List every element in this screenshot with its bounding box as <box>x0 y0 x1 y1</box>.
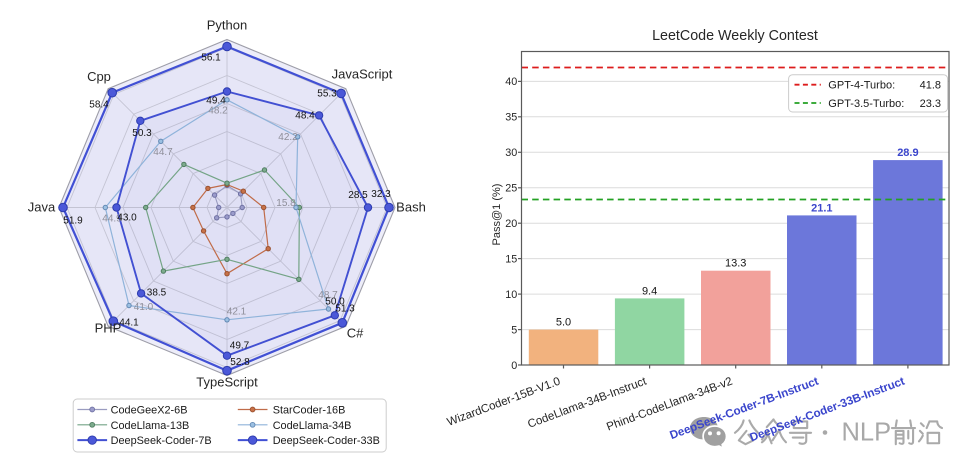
svg-text:5: 5 <box>511 324 517 336</box>
svg-text:21.1: 21.1 <box>811 202 832 214</box>
svg-text:48.2: 48.2 <box>208 106 228 117</box>
svg-text:15.8: 15.8 <box>276 198 296 209</box>
svg-text:NLP: NLP <box>842 419 892 447</box>
svg-text:GPT-4-Turbo:: GPT-4-Turbo: <box>828 80 895 92</box>
svg-text:55.3: 55.3 <box>317 89 337 100</box>
svg-text:35: 35 <box>505 112 517 124</box>
svg-text:5.0: 5.0 <box>556 317 571 329</box>
svg-text:50.0: 50.0 <box>325 297 345 308</box>
svg-text:58.4: 58.4 <box>89 100 109 111</box>
svg-text:23.3: 23.3 <box>920 98 941 110</box>
svg-text:50.3: 50.3 <box>132 128 152 139</box>
svg-text:56.1: 56.1 <box>201 53 221 64</box>
svg-text:41.0: 41.0 <box>134 302 154 313</box>
svg-text:Cpp: Cpp <box>87 69 111 84</box>
svg-text:25: 25 <box>505 183 517 195</box>
svg-text:28.5: 28.5 <box>348 190 368 201</box>
svg-text:48.4: 48.4 <box>295 111 315 122</box>
svg-text:LeetCode Weekly Contest: LeetCode Weekly Contest <box>652 28 818 44</box>
svg-text:51.9: 51.9 <box>63 216 83 227</box>
svg-text:13.3: 13.3 <box>725 258 746 270</box>
svg-text:PHP: PHP <box>95 321 122 336</box>
svg-text:20: 20 <box>505 218 517 230</box>
svg-text:Bash: Bash <box>396 200 426 215</box>
svg-text:48.7: 48.7 <box>318 290 338 301</box>
svg-text:DeepSeek-Coder-33B: DeepSeek-Coder-33B <box>273 435 380 447</box>
svg-text:44.7: 44.7 <box>153 147 173 158</box>
svg-text:C#: C# <box>347 326 364 341</box>
svg-text:40: 40 <box>505 76 517 88</box>
svg-text:52.8: 52.8 <box>230 357 250 368</box>
svg-text:9.4: 9.4 <box>642 285 657 297</box>
svg-text:CodeLlama-13B: CodeLlama-13B <box>111 420 190 432</box>
svg-text:Python: Python <box>207 18 247 33</box>
svg-text:10: 10 <box>505 289 517 301</box>
svg-text:43.0: 43.0 <box>117 213 137 224</box>
svg-text:44.9: 44.9 <box>102 214 122 225</box>
svg-text:15: 15 <box>505 253 517 265</box>
svg-text:41.8: 41.8 <box>920 80 941 92</box>
svg-text:CodeGeeX2-6B: CodeGeeX2-6B <box>111 405 188 417</box>
svg-text:StarCoder-16B: StarCoder-16B <box>273 405 346 417</box>
svg-text:38.5: 38.5 <box>147 288 167 299</box>
svg-text:44.1: 44.1 <box>119 318 139 329</box>
svg-text:32.3: 32.3 <box>371 189 391 200</box>
svg-text:42.2: 42.2 <box>278 132 298 143</box>
svg-text:0: 0 <box>511 360 517 372</box>
svg-text:28.9: 28.9 <box>897 147 918 159</box>
svg-text:49.4: 49.4 <box>206 96 226 107</box>
svg-text:GPT-3.5-Turbo:: GPT-3.5-Turbo: <box>828 98 904 110</box>
svg-text:DeepSeek-Coder-7B: DeepSeek-Coder-7B <box>111 435 212 447</box>
svg-text:30: 30 <box>505 147 517 159</box>
svg-text:JavaScript: JavaScript <box>332 67 393 82</box>
svg-text:51.3: 51.3 <box>335 304 355 315</box>
svg-text:CodeLlama-34B: CodeLlama-34B <box>273 420 352 432</box>
svg-text:Pass@1 (%): Pass@1 (%) <box>491 184 503 246</box>
svg-text:42.1: 42.1 <box>227 307 247 318</box>
svg-text:49.7: 49.7 <box>230 341 250 352</box>
svg-text:TypeScript: TypeScript <box>196 375 258 390</box>
svg-text:Java: Java <box>28 200 56 215</box>
